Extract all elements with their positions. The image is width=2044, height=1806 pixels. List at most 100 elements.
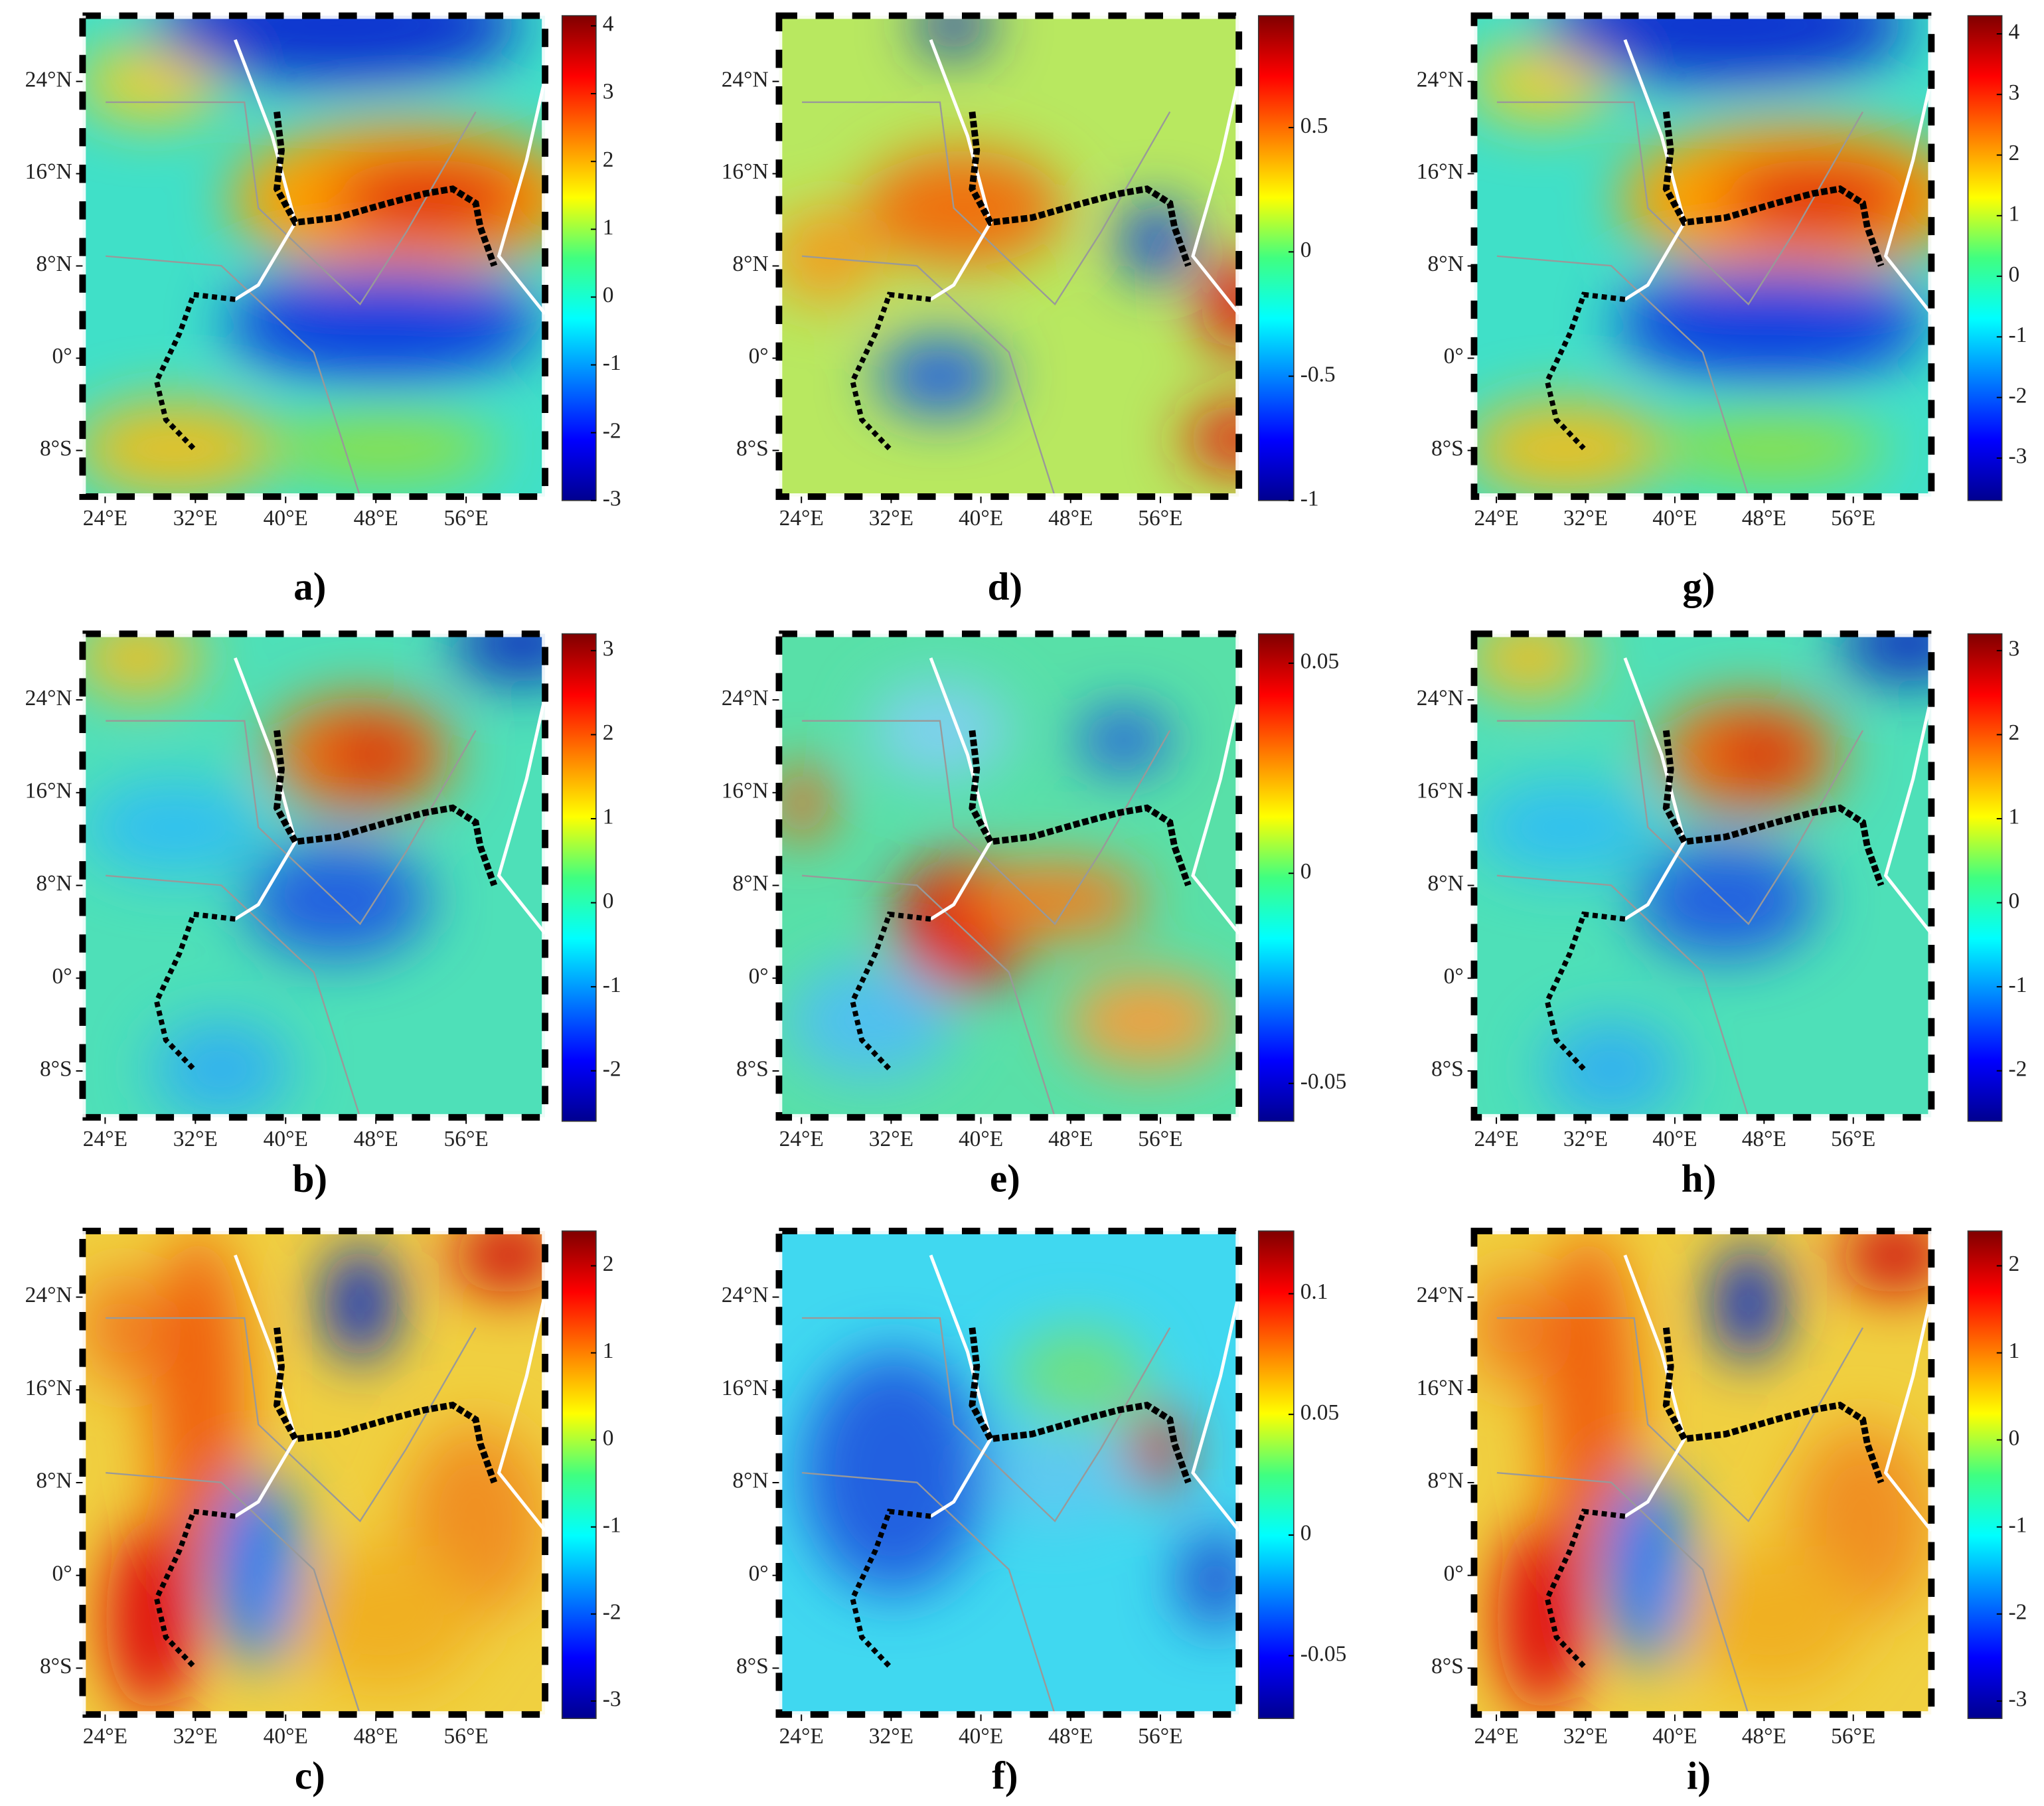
x-tick-label: 48°E xyxy=(1048,1724,1093,1748)
map-panel: 24°E 32°E 40°E 48°E 56°E 24°N 16°N 8°N 0° 8°S -3 -2… xyxy=(25,1228,621,1797)
plate-boundary xyxy=(1623,657,1686,921)
y-tick-label: 8°S xyxy=(736,436,769,461)
map-frame-inner xyxy=(79,12,549,500)
map-frame xyxy=(79,1228,549,1718)
anomaly xyxy=(1840,1231,1932,1294)
anomaly xyxy=(327,725,421,784)
colorbar-tick-label: 1 xyxy=(2008,201,2019,226)
x-tick-label: 24°E xyxy=(1474,506,1518,531)
anomaly xyxy=(917,15,991,54)
anomaly xyxy=(802,1352,986,1594)
colorbar-tick-label: 0.05 xyxy=(1300,1400,1340,1425)
anomaly xyxy=(875,337,1004,415)
x-tick-label: 32°E xyxy=(173,1724,218,1748)
anomaly xyxy=(1063,972,1230,1069)
panel-label: i) xyxy=(1687,1754,1711,1797)
rift-seismicity xyxy=(153,911,236,1071)
colorbar-tick-label: 3 xyxy=(2008,637,2019,661)
colorbar-tick-label: 0 xyxy=(1300,1521,1312,1546)
panel-label: h) xyxy=(1682,1157,1717,1200)
y-tick-label: 8°S xyxy=(40,1654,72,1679)
colorbar xyxy=(1967,633,2003,1122)
rift-seismicity xyxy=(273,730,498,886)
panel-label: a) xyxy=(293,564,326,608)
field-blobs xyxy=(82,15,546,497)
colorbar-tick-label: 0 xyxy=(603,283,614,307)
x-tick-label: 24°E xyxy=(779,1724,824,1748)
y-tick-label: 8°N xyxy=(36,1469,72,1493)
x-tick-label: 24°E xyxy=(83,1127,127,1151)
y-tick-label: 0° xyxy=(1444,344,1464,369)
colorbar-tick-label: 4 xyxy=(2008,20,2019,44)
borders xyxy=(1496,1317,1864,1522)
colorbar-tick-label: -1 xyxy=(1300,486,1319,511)
x-tick-label: 56°E xyxy=(1831,1127,1875,1151)
colorbar-tick-label: -0.5 xyxy=(1300,362,1336,386)
colorbar-tick-label: -3 xyxy=(603,1687,621,1712)
map-frame xyxy=(1470,12,1935,500)
colorbar-tick-label: 0 xyxy=(603,1426,614,1450)
colorbar-tick-label: -2 xyxy=(603,1056,621,1081)
colorbar-tick-label: 3 xyxy=(603,80,614,104)
y-tick-label: 8°S xyxy=(736,1057,769,1082)
colorbar-tick-label: -1 xyxy=(603,973,621,997)
colorbar-tick-label: 0.05 xyxy=(1300,649,1340,674)
anomaly xyxy=(870,682,1009,780)
field-blobs xyxy=(1474,633,1932,1117)
colorbar-tick-label: 1 xyxy=(603,215,614,240)
colorbar-tick-label: 0 xyxy=(2008,262,2019,287)
x-tick-label: 48°E xyxy=(1742,1127,1786,1151)
x-tick-label: 24°E xyxy=(779,506,824,531)
x-tick-label: 32°E xyxy=(869,1127,913,1151)
y-tick-label: 8°S xyxy=(1431,1654,1464,1679)
colorbar-tick-label: 0 xyxy=(2008,888,2019,913)
map-frame-inner xyxy=(775,12,1243,500)
colorbar xyxy=(1967,15,2003,501)
map-frame-inner xyxy=(775,630,1243,1121)
y-tick-label: 16°N xyxy=(25,1376,72,1400)
x-tick-label: 48°E xyxy=(1048,1127,1093,1151)
panel-label: e) xyxy=(990,1157,1020,1200)
y-tick-label: 8°S xyxy=(40,1057,72,1082)
borders xyxy=(802,101,1171,306)
y-tick-label: 0° xyxy=(749,344,769,369)
plate-boundary xyxy=(497,78,546,315)
field xyxy=(779,633,1239,1117)
field xyxy=(82,15,546,497)
x-tick-label: 40°E xyxy=(1652,506,1697,531)
anomaly xyxy=(788,962,954,1079)
map-frame-inner xyxy=(775,1228,1243,1718)
plate-boundary xyxy=(497,696,546,935)
anomaly xyxy=(779,764,830,842)
anomaly xyxy=(151,1021,291,1117)
colorbar xyxy=(561,1230,597,1719)
colorbar-tick-label: 3 xyxy=(603,637,614,661)
anomaly xyxy=(1542,1021,1680,1117)
anomaly xyxy=(1716,725,1808,784)
map-frame-inner xyxy=(1470,12,1935,500)
plate-boundary xyxy=(1623,1254,1686,1518)
x-tick-label: 56°E xyxy=(1831,1724,1875,1748)
x-tick-label: 24°E xyxy=(83,506,127,531)
map-frame-inner xyxy=(1470,630,1935,1121)
rift-seismicity xyxy=(969,730,1192,886)
y-tick-label: 0° xyxy=(52,344,72,369)
field-blobs xyxy=(1474,15,1932,497)
colorbar-tick-label: 0 xyxy=(1300,859,1312,884)
plate-boundary xyxy=(234,1254,297,1518)
anomaly xyxy=(1474,779,1658,876)
x-tick-label: 48°E xyxy=(354,1127,398,1151)
colorbar-tick-label: 0 xyxy=(2008,1426,2019,1450)
anomaly xyxy=(82,779,268,876)
y-tick-label: 8°N xyxy=(732,252,768,276)
colorbar-tick-label: -0.05 xyxy=(1300,1641,1347,1666)
colorbar-tick-label: -2 xyxy=(603,418,621,443)
borders xyxy=(801,255,1056,497)
map-panel: 24°E 32°E 40°E 48°E 56°E 24°N 16°N 8°N 0° 8°S -2 -1… xyxy=(1417,630,2027,1200)
x-tick-label: 56°E xyxy=(444,1127,489,1151)
anomaly xyxy=(1542,1231,1634,1570)
x-tick-label: 56°E xyxy=(1831,506,1875,531)
map-panel: 24°E 32°E 40°E 48°E 56°E 24°N 16°N 8°N 0° 8°S -3 -2… xyxy=(1417,1228,2027,1797)
plate-boundary xyxy=(234,657,297,921)
x-tick-label: 48°E xyxy=(1048,506,1093,531)
